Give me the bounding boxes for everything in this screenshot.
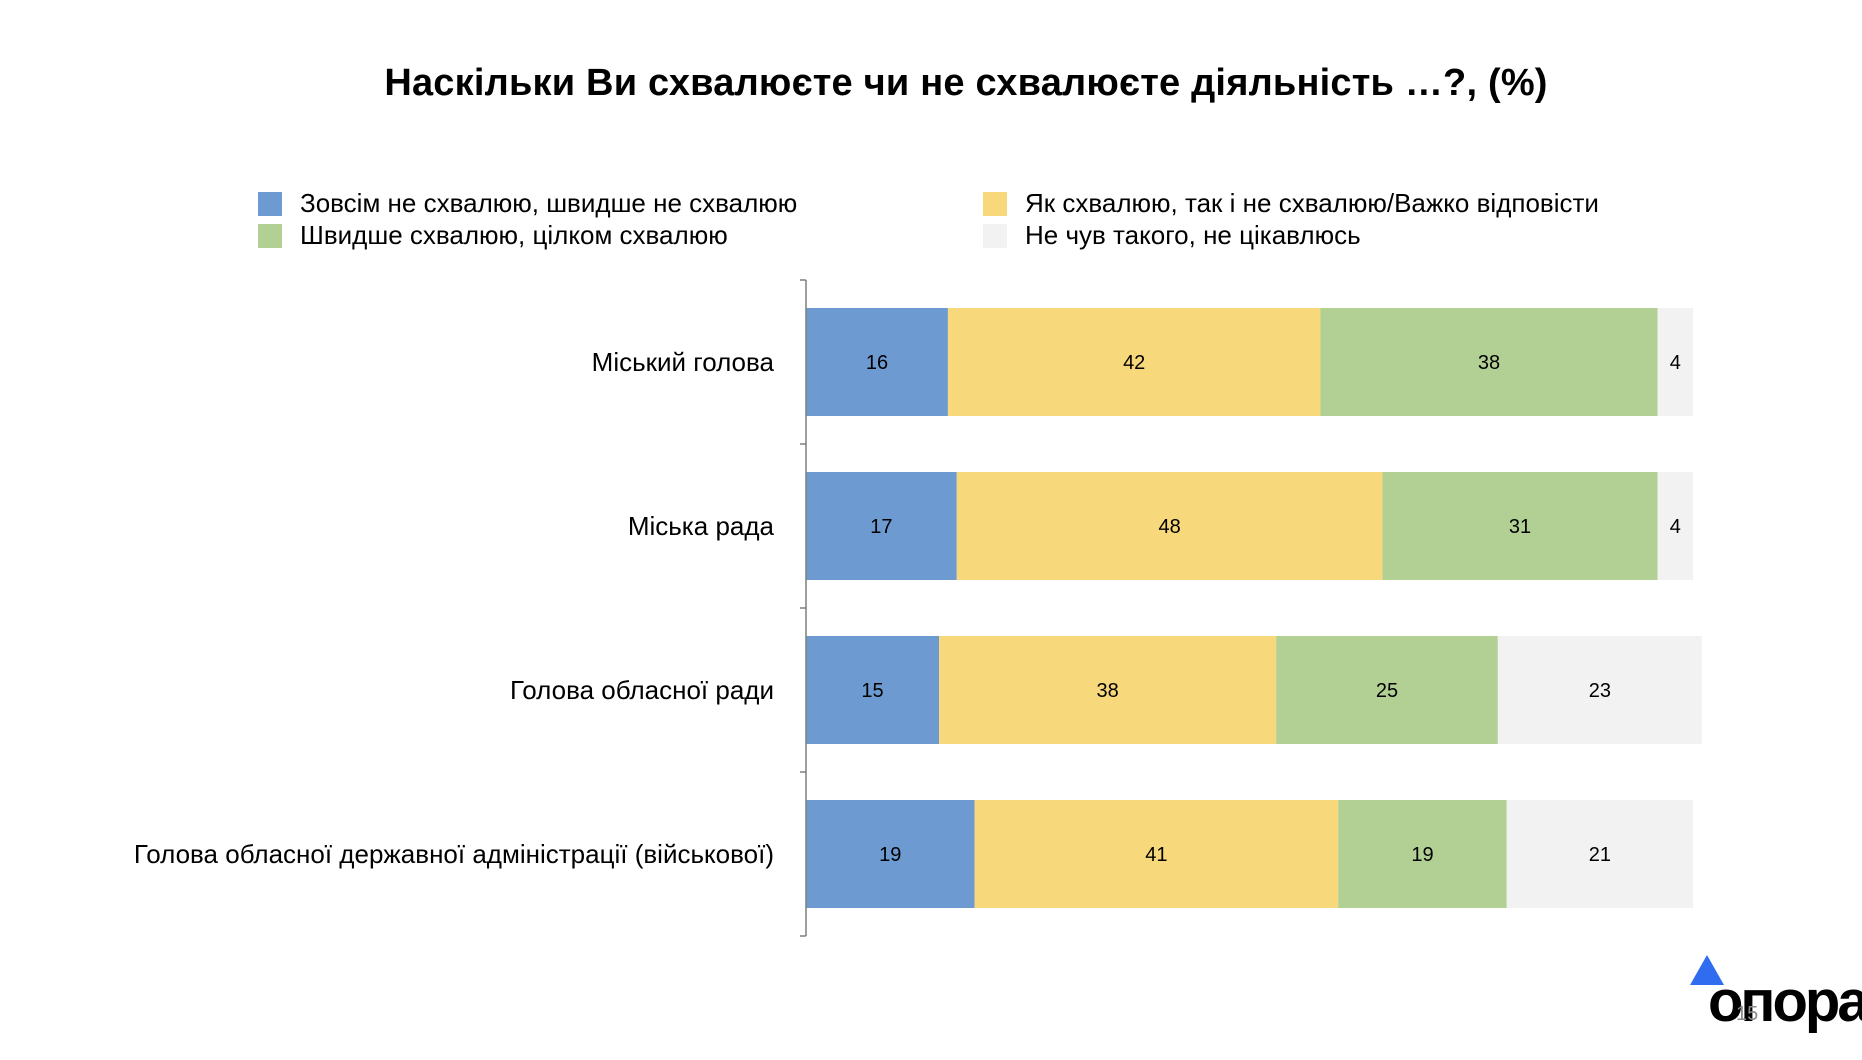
data-label: 42: [1123, 352, 1145, 374]
data-label: 41: [1145, 844, 1167, 866]
bar-segment: [1338, 800, 1507, 908]
chart-legend: Зовсім не схвалюю, швидше не схвалюю Як …: [258, 188, 1758, 258]
bar-segment: [1657, 308, 1693, 416]
data-label: 19: [879, 844, 901, 866]
bar-segment: [806, 308, 948, 416]
category-label: Міська рада: [628, 511, 775, 541]
logo-triangle-icon: [1690, 955, 1724, 985]
bar-segment: [806, 472, 957, 580]
data-label: 4: [1670, 352, 1681, 374]
legend-item-not-heard: Не чув такого, не цікавлюсь: [983, 220, 1361, 251]
legend-item-disapprove: Зовсім не схвалюю, швидше не схвалюю: [258, 188, 797, 219]
data-label: 48: [1159, 516, 1181, 538]
legend-label-neutral: Як схвалюю, так і не схвалюю/Важко відпо…: [1025, 188, 1599, 218]
legend-swatch-approve: [258, 223, 282, 248]
legend-swatch-neutral: [983, 191, 1007, 216]
chart-title: Наскільки Ви схвалюєте чи не схвалюєте д…: [384, 62, 1548, 104]
bar-segment: [1382, 472, 1658, 580]
data-label: 38: [1096, 680, 1118, 702]
legend-label-disapprove: Зовсім не схвалюю, швидше не схвалюю: [300, 188, 798, 218]
bar-segment: [947, 308, 1321, 416]
data-label: 19: [1411, 844, 1433, 866]
data-label: 23: [1589, 680, 1611, 702]
bar-segment: [806, 636, 940, 744]
data-label: 31: [1509, 516, 1531, 538]
bar-segment: [1657, 472, 1693, 580]
data-label: 38: [1478, 352, 1500, 374]
bar-segment: [956, 472, 1383, 580]
legend-item-approve: Швидше схвалюю, цілком схвалюю: [258, 220, 728, 251]
bar-segment: [974, 800, 1339, 908]
opora-logo: опора: [1690, 955, 1862, 1035]
category-label: Голова обласної державної адміністрації …: [134, 839, 774, 869]
data-label: 17: [870, 516, 892, 538]
legend-swatch-disapprove: [258, 191, 282, 216]
page-number: 15: [1736, 1003, 1759, 1025]
data-label: 16: [866, 352, 888, 374]
logo-text: опора: [1708, 969, 1862, 1034]
legend-label-approve: Швидше схвалюю, цілком схвалюю: [300, 220, 728, 250]
legend-label-not-heard: Не чув такого, не цікавлюсь: [1025, 220, 1361, 250]
bar-segment: [939, 636, 1277, 744]
data-label: 21: [1589, 844, 1611, 866]
bar-segment: [1506, 800, 1693, 908]
data-label: 4: [1670, 516, 1681, 538]
bar-segment: [1276, 636, 1498, 744]
legend-item-neutral: Як схвалюю, так і не схвалюю/Важко відпо…: [983, 188, 1599, 219]
category-label: Голова обласної ради: [510, 675, 774, 705]
category-label: Міський голова: [592, 347, 775, 377]
data-label: 25: [1376, 680, 1398, 702]
bar-segment: [1497, 636, 1702, 744]
bar-segment: [806, 800, 975, 908]
legend-swatch-not-heard: [983, 223, 1007, 248]
bar-segment: [1320, 308, 1658, 416]
data-label: 15: [861, 680, 883, 702]
